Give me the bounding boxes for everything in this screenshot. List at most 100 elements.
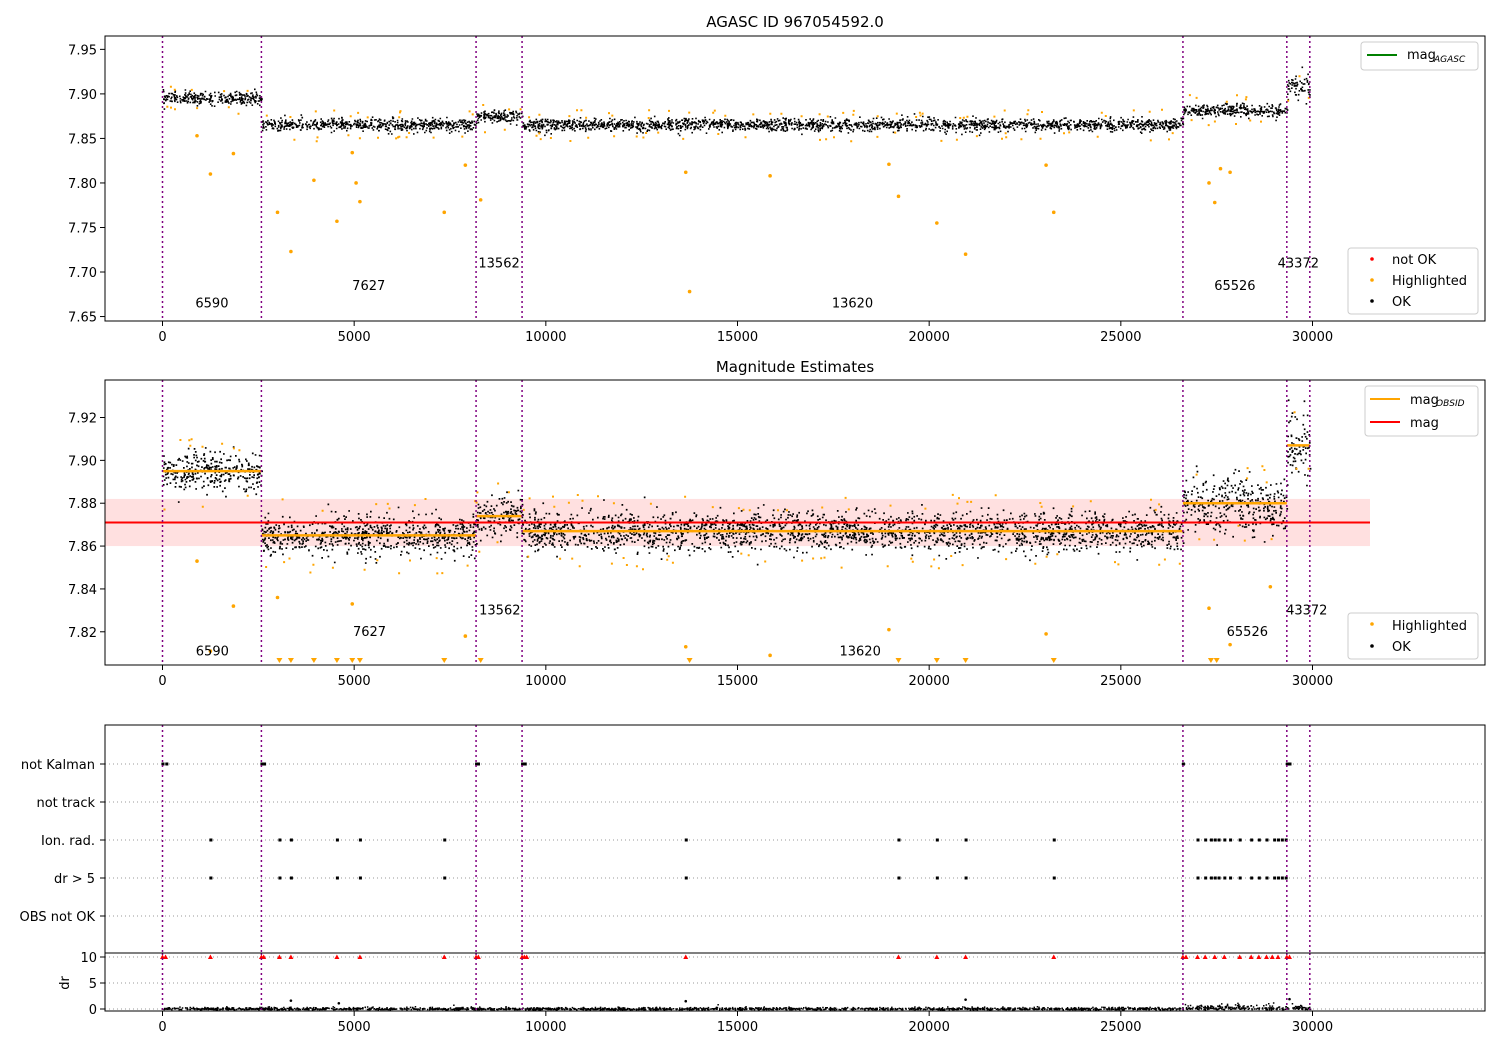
dr-points: [163, 1002, 1312, 1011]
ok-points-7627: [261, 503, 478, 564]
flag-point: [209, 876, 213, 880]
flag-point: [964, 876, 968, 880]
x-tick-label: 0: [158, 330, 166, 345]
flag-point: [475, 762, 479, 766]
dr-clipped-marker: [1269, 954, 1275, 959]
flag-point: [263, 762, 267, 766]
flag-point: [1052, 876, 1056, 880]
y-tick-label: 7.95: [68, 43, 97, 58]
highlighted-outlier: [1207, 181, 1211, 185]
highlighted-outlier: [683, 170, 688, 175]
highlighted-outlier: [1044, 163, 1048, 167]
y-tick-label: 7.92: [68, 412, 97, 427]
flag-point: [476, 762, 480, 766]
dr-clipped-marker: [1256, 954, 1262, 959]
dr-clipped-marker: [334, 954, 340, 959]
ok-points-13620: [522, 113, 1185, 137]
panel-2-title: Magnitude Estimates: [716, 358, 874, 376]
dr-clipped-marker: [963, 954, 969, 959]
flag-point: [278, 876, 282, 880]
off-scale-marker: [895, 658, 902, 663]
panel-magnitude-estimates: Magnitude Estimates 6590 7627 13562 13620 65…: [68, 358, 1486, 689]
off-scale-marker: [933, 658, 940, 663]
x-tick-label: 15000: [717, 674, 758, 689]
y-tick-label: 0: [89, 1003, 97, 1018]
legend-not-ok: not OK: [1392, 253, 1437, 268]
off-scale-marker: [962, 658, 969, 663]
x-tick-label: 0: [158, 1020, 166, 1035]
legend-mag-obsid-label: mag: [1410, 393, 1439, 408]
flag-point: [1288, 762, 1292, 766]
obsid-label: 65526: [1214, 279, 1255, 294]
ok-points-6590: [162, 446, 263, 503]
flag-point: [521, 762, 525, 766]
highlighted-outlier: [335, 219, 339, 224]
legend-points-2: Highlighted OK: [1347, 612, 1479, 660]
obsid-label: 6590: [196, 644, 229, 659]
dr-point: [337, 1001, 341, 1005]
x-tick-label: 20000: [908, 330, 949, 345]
flag-point: [1217, 838, 1221, 842]
x-tick-label: 30000: [1292, 674, 1333, 689]
obsid-label: 13562: [479, 604, 520, 619]
dr-clipped-marker: [441, 954, 447, 959]
y-tick-label: 7.84: [68, 583, 97, 598]
flag-point: [335, 876, 339, 880]
panel-1-title: AGASC ID 967054592.0: [706, 13, 884, 31]
off-scale-marker: [356, 658, 363, 663]
flag-point: [897, 876, 901, 880]
flag-point: [278, 838, 282, 842]
flag-point: [443, 876, 447, 880]
flag-point: [935, 838, 939, 842]
off-scale-marker: [310, 658, 317, 663]
ok-points-65526: [1183, 465, 1289, 546]
off-scale-marker: [686, 658, 693, 663]
flag-point: [1277, 876, 1280, 880]
flag-point: [935, 876, 939, 880]
flag-point: [1238, 838, 1242, 842]
x-tick-label: 25000: [1100, 674, 1141, 689]
dr-clipped-marker: [207, 954, 213, 959]
highlighted-outlier: [354, 181, 358, 185]
legend-lines-2: mag OBSID mag: [1364, 385, 1479, 437]
highlighted-outlier: [275, 210, 280, 215]
flag-point: [523, 762, 527, 766]
obsid-label: 7627: [352, 279, 385, 294]
flag-point: [1223, 876, 1227, 880]
off-scale-marker: [1050, 658, 1057, 663]
flag-point: [1181, 762, 1185, 766]
flag-point: [1250, 838, 1254, 842]
highlighted-outlier: [1044, 632, 1048, 636]
dr-clipped-marker: [896, 954, 901, 959]
highlighted-outlier: [463, 634, 468, 638]
flag-point: [1280, 876, 1284, 880]
flag-point: [335, 838, 339, 842]
legend-mag-agasc-label: mag: [1407, 48, 1436, 63]
off-scale-marker: [276, 658, 283, 663]
off-scale-marker: [477, 658, 484, 663]
y-tick-label: 7.80: [68, 177, 97, 192]
dr-point: [684, 999, 688, 1003]
legend-points-1: not OK Highlighted OK: [1347, 247, 1479, 315]
flag-point: [1229, 876, 1233, 880]
x-tick-label: 10000: [525, 1020, 566, 1035]
legend-mag-label: mag: [1410, 416, 1439, 431]
highlighted-outlier: [768, 653, 772, 658]
dr-clipped-marker: [1287, 954, 1292, 959]
x-tick-label: 15000: [717, 1020, 758, 1035]
ok-points-13562: [476, 109, 524, 126]
flag-point: [209, 838, 213, 842]
dr-clipped-marker: [683, 954, 689, 959]
highlighted-points-6590: [166, 85, 249, 115]
y-tick-label: 7.88: [68, 497, 97, 512]
off-scale-marker: [441, 658, 448, 663]
dr-clipped-marker: [524, 954, 530, 959]
x-tick-label: 30000: [1292, 330, 1333, 345]
flag-point: [358, 838, 362, 842]
flag-row-label: OBS not OK: [20, 910, 96, 925]
highlighted-outlier: [687, 289, 692, 294]
dr-clipped-marker: [1195, 954, 1200, 959]
flag-point: [289, 838, 293, 842]
obsid-label: 6590: [195, 297, 228, 312]
highlighted-outlier: [442, 210, 447, 215]
